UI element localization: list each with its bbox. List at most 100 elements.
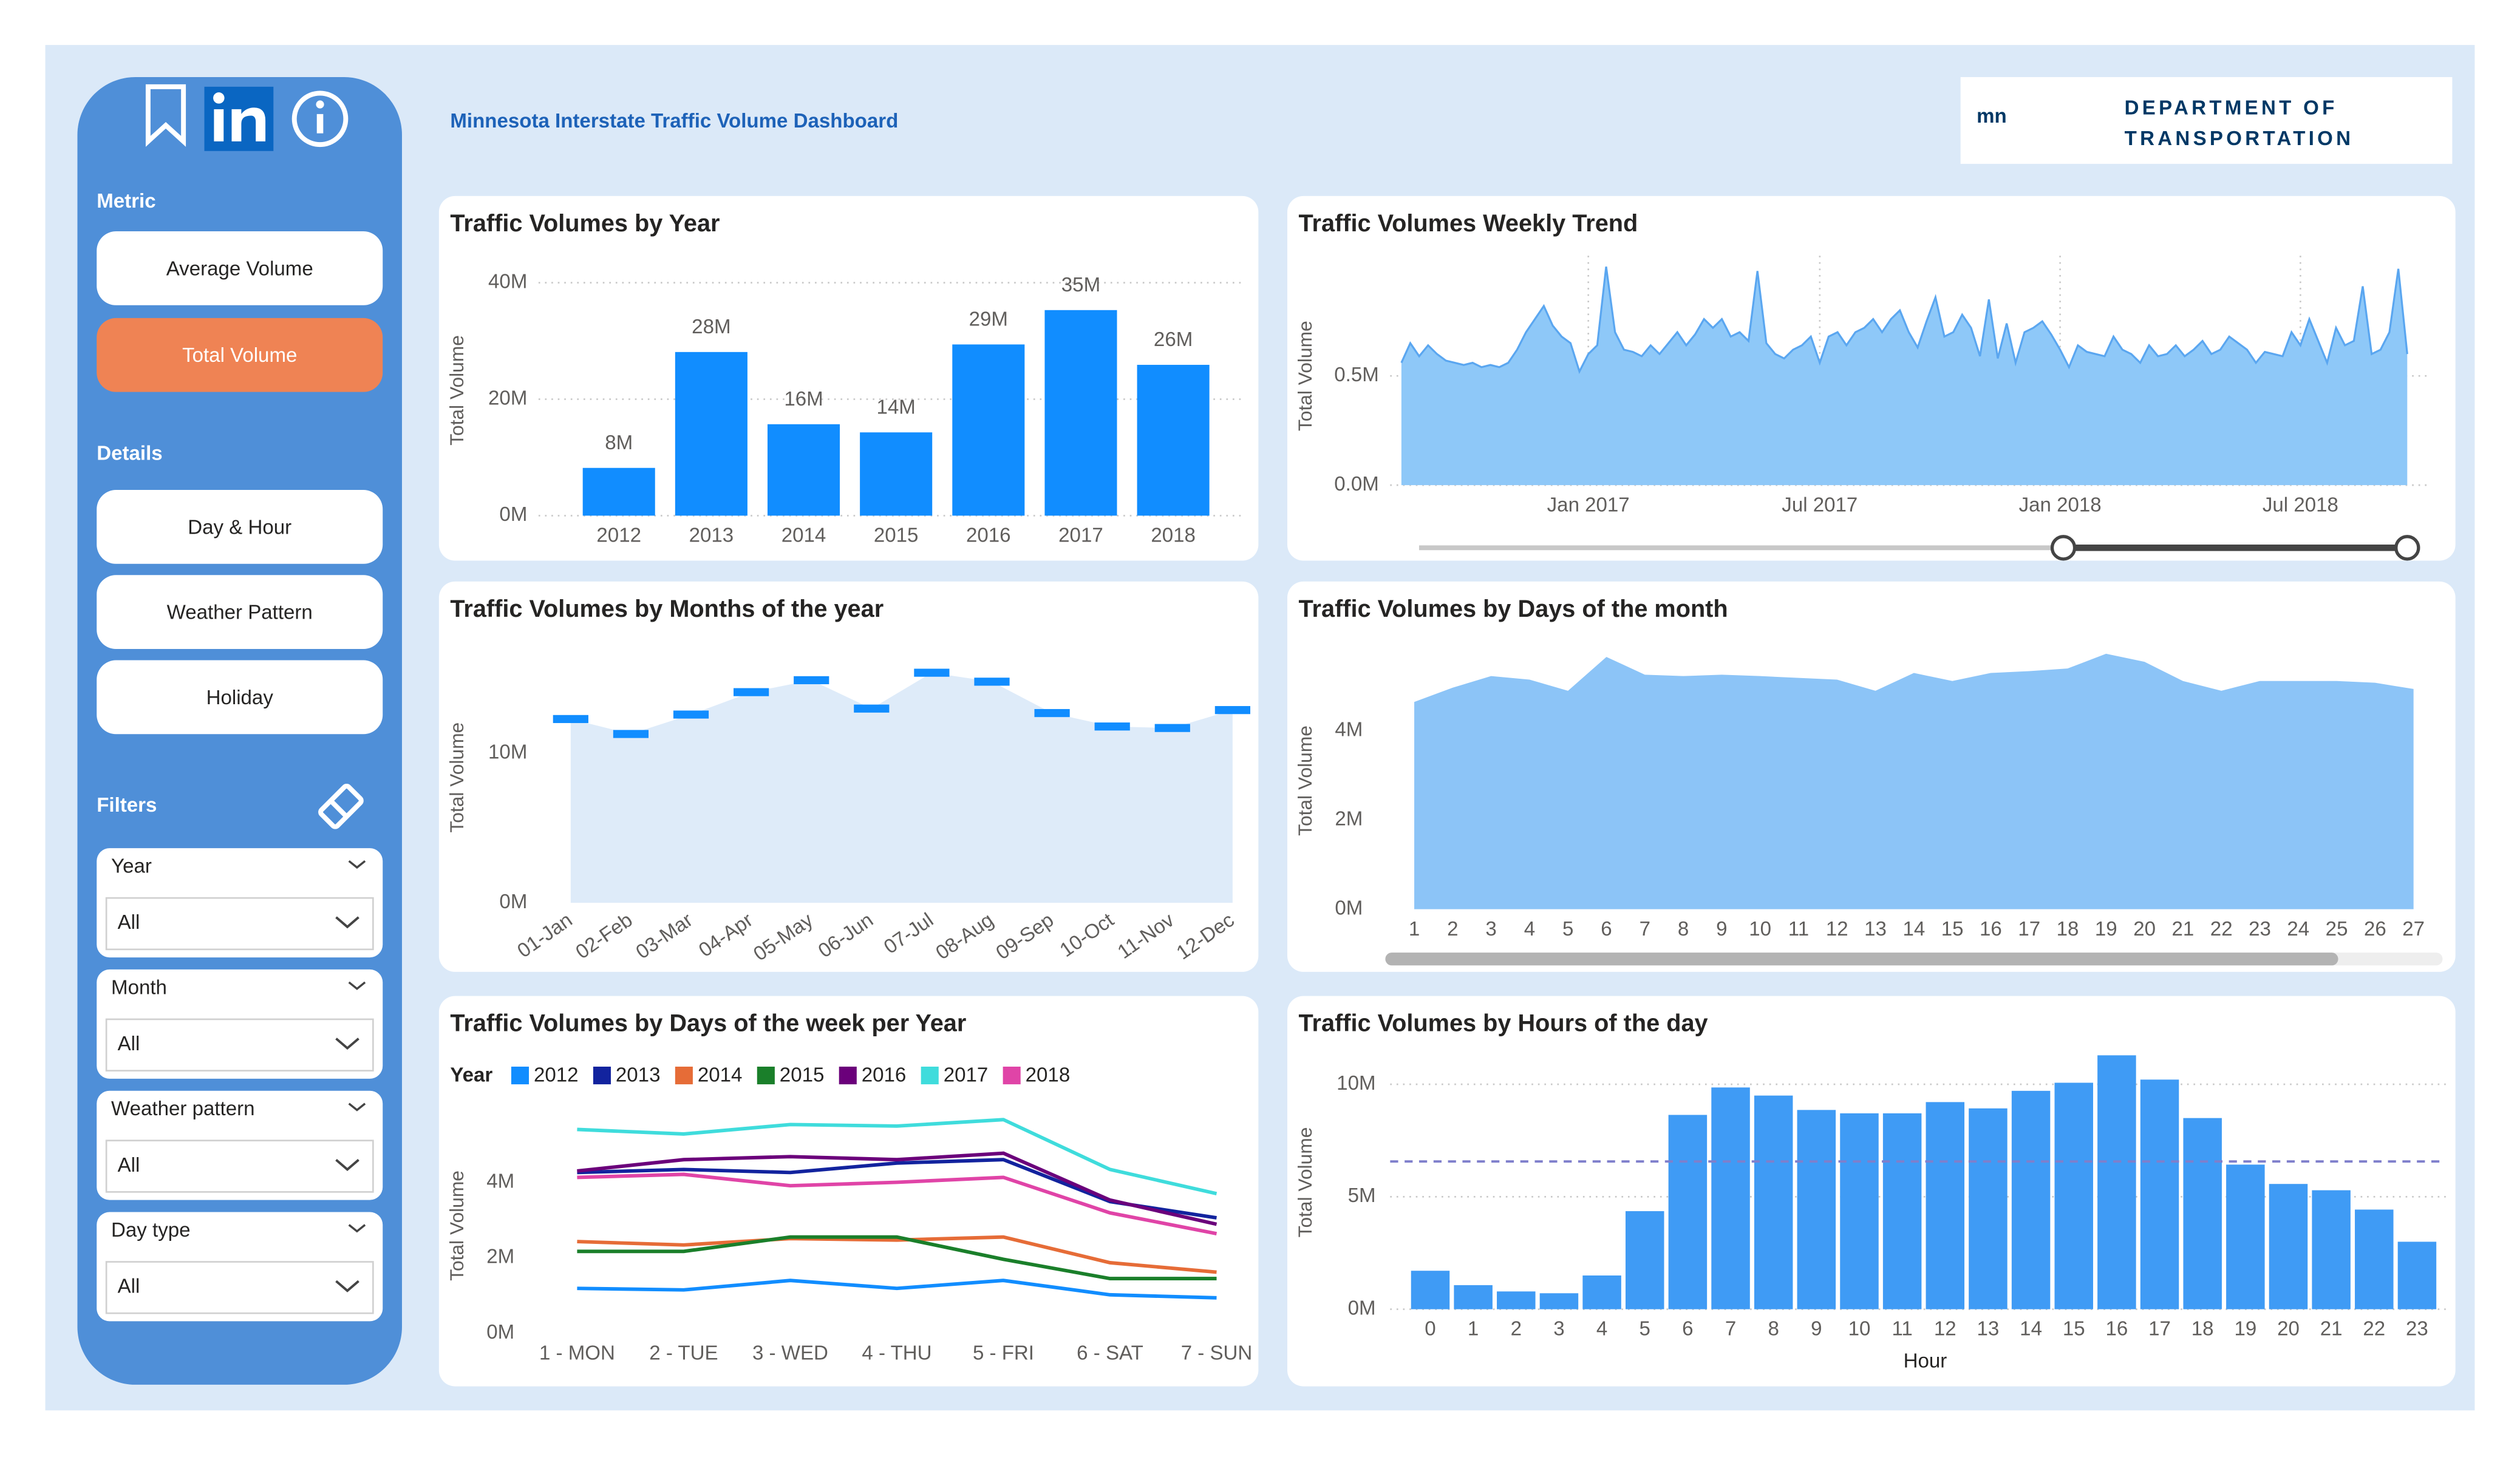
info-ring bbox=[291, 90, 349, 148]
bar bbox=[2312, 1190, 2351, 1309]
filter-label: Weather pattern bbox=[111, 1098, 254, 1120]
button-label: Weather Pattern bbox=[167, 602, 313, 624]
scrollbar-thumb[interactable] bbox=[1385, 953, 2338, 966]
bar bbox=[1711, 1087, 1750, 1309]
marker bbox=[914, 668, 950, 677]
chart-title: Traffic Volumes by Hours of the day bbox=[1299, 1010, 1708, 1037]
linkedin-icon[interactable] bbox=[204, 86, 274, 151]
range-slider-handle[interactable] bbox=[2394, 535, 2420, 561]
chevron bbox=[348, 860, 366, 869]
bar bbox=[860, 432, 933, 516]
legend-swatch[interactable] bbox=[511, 1067, 530, 1085]
button[interactable] bbox=[97, 575, 383, 650]
legend-swatch[interactable] bbox=[921, 1067, 939, 1085]
x-tick-label: 26 bbox=[2364, 918, 2386, 940]
y-tick-label: 2M bbox=[486, 1246, 514, 1268]
data-label: 8M bbox=[605, 432, 633, 454]
bar bbox=[2097, 1055, 2136, 1309]
x-tick-label: 10 bbox=[1749, 918, 1771, 940]
bar bbox=[2355, 1209, 2394, 1309]
x-tick-label: 17 bbox=[2018, 918, 2040, 940]
x-tick-label: Jan 2018 bbox=[2019, 494, 2102, 516]
legend-label[interactable]: 2016 bbox=[862, 1064, 907, 1087]
x-tick-label: 7 - SUN bbox=[1181, 1342, 1253, 1364]
chevron bbox=[335, 1038, 359, 1050]
legend-swatch[interactable] bbox=[839, 1067, 857, 1085]
button[interactable] bbox=[97, 318, 383, 392]
bar bbox=[1454, 1285, 1493, 1309]
x-tick-label: 14 bbox=[2020, 1318, 2042, 1340]
x-tick-label: 0 bbox=[1425, 1318, 1435, 1340]
y-tick-label: 40M bbox=[488, 270, 527, 293]
x-tick-label: 2018 bbox=[1151, 525, 1196, 547]
x-tick-label: 21 bbox=[2172, 918, 2195, 940]
button[interactable] bbox=[97, 660, 383, 735]
chart-title: Traffic Volumes Weekly Trend bbox=[1299, 210, 1638, 237]
bookmark-icon[interactable] bbox=[145, 84, 186, 147]
bar bbox=[2397, 1241, 2437, 1309]
bar bbox=[675, 352, 747, 516]
x-tick-label: 18 bbox=[2191, 1318, 2214, 1340]
dropdown-value: All bbox=[118, 911, 140, 934]
info-icon[interactable] bbox=[291, 90, 349, 148]
legend-label[interactable]: 2017 bbox=[944, 1064, 989, 1087]
legend-swatch[interactable] bbox=[757, 1067, 775, 1085]
legend-label[interactable]: 2012 bbox=[534, 1064, 579, 1087]
button-label: Total Volume bbox=[182, 344, 297, 367]
y-tick-label: 10M bbox=[1337, 1072, 1375, 1095]
y-tick-label: 0M bbox=[499, 891, 527, 913]
legend-swatch[interactable] bbox=[593, 1067, 611, 1085]
bar bbox=[1840, 1113, 1879, 1309]
dropdown[interactable] bbox=[105, 897, 374, 951]
x-tick-label: 2 bbox=[1447, 918, 1458, 940]
bar bbox=[582, 467, 655, 516]
x-tick-label: 13 bbox=[1977, 1318, 2000, 1340]
x-tick-label: 8 bbox=[1678, 918, 1689, 940]
linkedin-glyph bbox=[214, 109, 224, 141]
x-tick-label: 14 bbox=[1902, 918, 1925, 940]
button[interactable] bbox=[97, 490, 383, 564]
y-tick-label: 20M bbox=[488, 387, 527, 409]
section-title: Details bbox=[97, 443, 162, 465]
legend-label[interactable]: 2015 bbox=[780, 1064, 825, 1087]
y-tick-label: 5M bbox=[1348, 1184, 1376, 1207]
chart-title: Traffic Volumes by Months of the year bbox=[450, 596, 884, 622]
series-line bbox=[577, 1279, 1217, 1300]
x-tick-label: 7 bbox=[1725, 1318, 1736, 1340]
x-tick-label: 12 bbox=[1826, 918, 1848, 940]
bar bbox=[2183, 1118, 2222, 1309]
info-glyph bbox=[316, 100, 324, 109]
y-tick-label: 0M bbox=[486, 1321, 514, 1343]
dropdown[interactable] bbox=[105, 1018, 374, 1072]
legend-label[interactable]: 2013 bbox=[616, 1064, 661, 1087]
x-tick-label: 22 bbox=[2363, 1318, 2385, 1340]
range-slider-handle[interactable] bbox=[2050, 535, 2077, 561]
legend-label[interactable]: 2014 bbox=[698, 1064, 743, 1087]
chevron bbox=[335, 1280, 359, 1292]
marker bbox=[613, 730, 649, 738]
x-tick-label: 8 bbox=[1768, 1318, 1779, 1340]
y-tick-label: 4M bbox=[1335, 719, 1363, 741]
legend-swatch[interactable] bbox=[1003, 1067, 1021, 1085]
legend-label[interactable]: 2018 bbox=[1026, 1064, 1071, 1087]
bar bbox=[1797, 1110, 1836, 1309]
legend-swatch[interactable] bbox=[675, 1067, 693, 1085]
area bbox=[1414, 653, 2414, 909]
area-line bbox=[1400, 267, 2408, 375]
x-tick-label: 10 bbox=[1848, 1318, 1871, 1340]
y-tick-label: 0M bbox=[1348, 1297, 1376, 1319]
y-axis-title: Total Volume bbox=[1294, 321, 1316, 431]
dropdown[interactable] bbox=[105, 1139, 374, 1193]
x-tick-label: 23 bbox=[2249, 918, 2271, 940]
x-tick-label: 3 bbox=[1485, 918, 1496, 940]
dropdown[interactable] bbox=[105, 1261, 374, 1314]
section-title: Filters bbox=[97, 794, 157, 817]
button-label: Average Volume bbox=[166, 257, 313, 280]
eraser-icon[interactable] bbox=[318, 784, 364, 829]
bar bbox=[1969, 1108, 2007, 1309]
data-label: 26M bbox=[1154, 328, 1193, 351]
data-label: 28M bbox=[692, 316, 730, 338]
button[interactable] bbox=[97, 231, 383, 305]
x-tick-label: 21 bbox=[2320, 1318, 2343, 1340]
y-axis-title: Total Volume bbox=[1294, 1127, 1316, 1238]
